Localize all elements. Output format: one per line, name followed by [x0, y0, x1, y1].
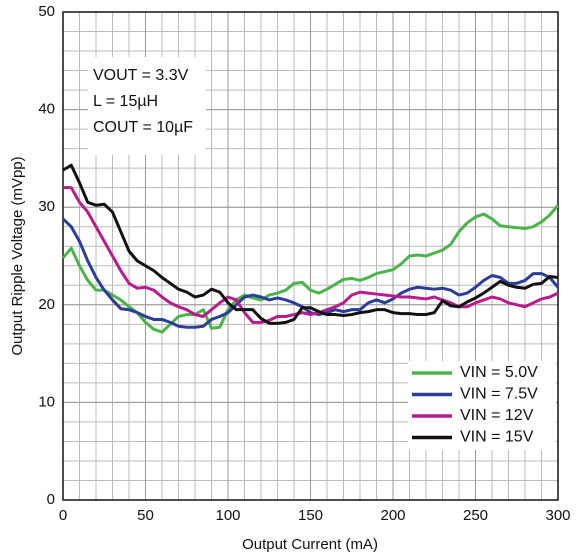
x-tick-label: 200 [380, 507, 405, 524]
annotation-box [88, 57, 206, 155]
x-tick-label: 50 [137, 507, 154, 524]
series-line [63, 186, 559, 324]
annotation: VOUT = 3.3V [93, 67, 189, 84]
x-tick-label: 250 [463, 507, 488, 524]
x-axis-label: Output Current (mA) [242, 536, 378, 553]
series-line [61, 217, 560, 329]
legend-label: VIN = 5.0V [460, 364, 538, 381]
legend-label: VIN = 15V [460, 429, 534, 446]
series-line [62, 163, 559, 325]
y-axis-label: Output Ripple Voltage (mVpp) [9, 156, 26, 355]
x-tick-label: 150 [298, 507, 323, 524]
legend-box [408, 361, 556, 450]
series-line [61, 204, 560, 334]
annotation: L = 15µH [93, 93, 158, 110]
annotation: COUT = 10µF [93, 119, 193, 136]
legend-label: VIN = 7.5V [460, 386, 538, 403]
x-tick-label: 300 [545, 507, 570, 524]
y-tick-label: 30 [38, 198, 55, 215]
x-tick-label: 0 [59, 507, 67, 524]
y-tick-label: 50 [38, 3, 55, 20]
x-tick-label: 100 [215, 507, 240, 524]
y-tick-label: 0 [47, 491, 55, 508]
y-tick-label: 10 [38, 393, 55, 410]
legend-label: VIN = 12V [460, 407, 534, 424]
y-tick-label: 20 [38, 296, 55, 313]
y-tick-label: 40 [38, 101, 55, 118]
